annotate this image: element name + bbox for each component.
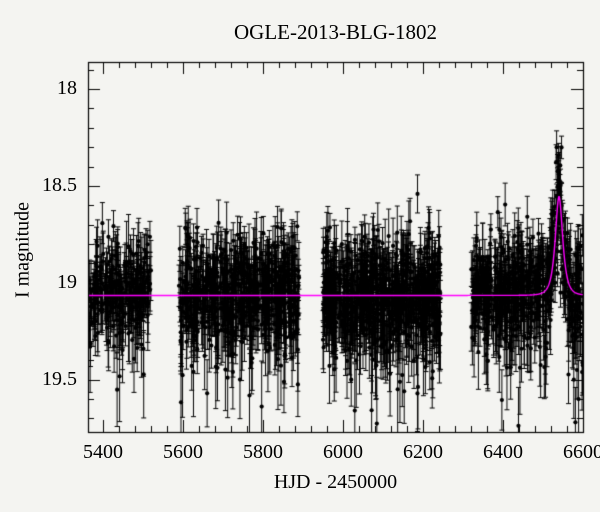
y-tick-label: 18.5 (42, 173, 77, 196)
x-tick-label: 6600 (563, 441, 600, 463)
x-tick-label: 6000 (323, 441, 363, 463)
x-tick-label: 6400 (483, 441, 523, 463)
x-tick-label: 5600 (163, 441, 203, 463)
y-tick-label: 19.5 (42, 367, 77, 390)
x-tick-label: 6200 (403, 441, 443, 463)
y-tick-label: 19 (57, 270, 77, 293)
x-axis-label: HJD - 2450000 (273, 471, 398, 493)
chart-title: OGLE-2013-BLG-1802 (234, 20, 437, 44)
x-tick-label: 5800 (243, 441, 283, 463)
y-tick-label: 18 (57, 77, 77, 100)
x-tick-label: 5400 (83, 441, 123, 463)
